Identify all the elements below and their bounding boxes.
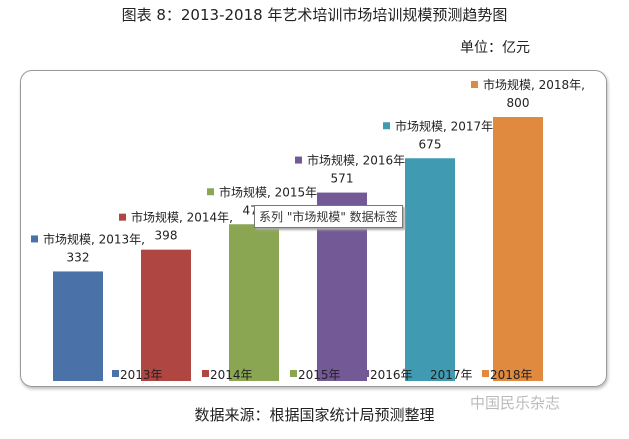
unit-label: 单位：亿元 [460,40,530,56]
data-label-value: 398 [155,229,178,243]
data-label-marker [207,188,214,196]
legend-item: 2014年 [210,368,253,382]
data-label-text: 市场规模, 2017年, [395,118,497,133]
data-label-marker [471,81,478,88]
source-note: 数据来源：根据国家统计局预测整理 [194,406,435,424]
data-label-marker [31,235,38,243]
data-label-value: 675 [419,137,442,151]
legend-item: 2013年 [120,368,163,382]
data-label-marker [295,156,302,164]
watermark: 中国民乐杂志 [470,394,561,412]
data-label-value: 332 [67,250,90,264]
data-label-marker [383,122,390,130]
legend-marker [422,370,429,377]
bar-2014年 [141,249,191,381]
bar-2013年 [53,271,103,381]
data-label-text: 市场规模, 2013年, [43,231,145,246]
data-label-text: 市场规模, 2014年, [131,210,233,225]
data-label-marker [119,213,126,221]
legend-item: 2015年 [298,368,341,382]
legend-marker [482,370,489,377]
chart-area [20,70,607,387]
legend-marker [362,370,369,377]
bar-2018年 [493,117,543,381]
data-label-text: 市场规模, 2016年, [307,153,409,168]
data-label-value: 571 [331,172,354,186]
data-label-text: 市场规模, 2015年, [219,184,321,199]
chart-title: 图表 8：2013-2018 年艺术培训市场培训规模预测趋势图 [121,6,508,24]
data-label-value: 800 [507,96,530,110]
legend-item: 2016年 [370,368,413,382]
legend-item: 2017年 [430,368,473,382]
bar-2017年 [405,158,455,381]
legend-marker [202,370,209,377]
data-label-text: 市场规模, 2018年, [483,77,585,92]
legend-marker [290,370,297,377]
bar-2015年 [229,224,279,381]
legend-marker [112,370,119,377]
legend-item: 2018年 [490,368,533,382]
tooltip: 系列 "市场规模" 数据标签 [254,205,403,228]
